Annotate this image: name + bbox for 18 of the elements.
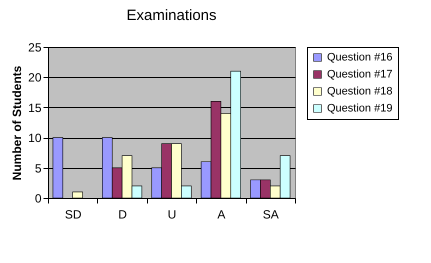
legend-label: Question #17 <box>327 68 392 80</box>
y-tick-label: 25 <box>28 40 42 54</box>
y-tick-label: 10 <box>28 131 42 146</box>
legend-label: Question #16 <box>327 52 392 64</box>
x-tick-label: SD <box>64 208 82 222</box>
y-axis-title: Number of Students <box>10 65 24 180</box>
bar <box>72 192 83 198</box>
x-tick-label: A <box>217 208 226 222</box>
x-tick-label: U <box>168 208 176 222</box>
y-tick-label: 0 <box>34 192 42 206</box>
x-tick-label: D <box>118 208 128 222</box>
y-tick-label: 20 <box>28 70 42 85</box>
y-tick-label: 15 <box>28 100 42 115</box>
legend-label: Question #19 <box>327 102 392 114</box>
y-tick-label: 5 <box>34 161 42 176</box>
x-tick-label: SA <box>262 208 279 222</box>
legend-label: Question #18 <box>327 86 392 98</box>
chart-title: Examinations <box>126 7 217 24</box>
